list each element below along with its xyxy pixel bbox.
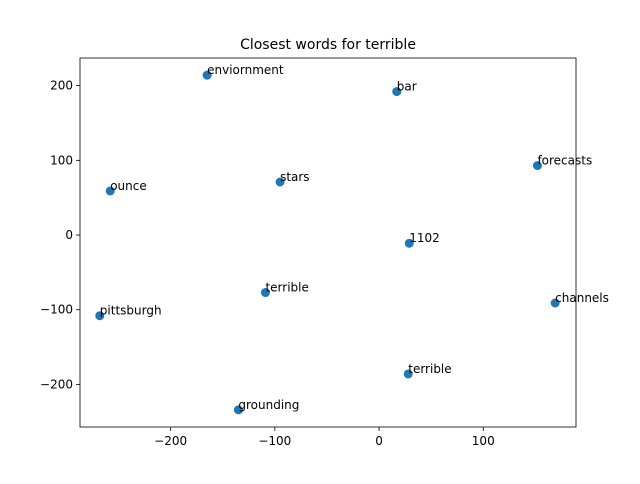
data-point-label: forecasts: [537, 154, 592, 168]
y-tick-label: −200: [40, 377, 73, 391]
x-tick-label: 100: [472, 434, 495, 448]
data-point-label: pittsburgh: [100, 304, 162, 318]
data-point-label: bar: [397, 80, 417, 94]
data-point-label: 1102: [409, 231, 440, 245]
y-tick-label: 100: [50, 153, 73, 167]
data-point: [403, 369, 413, 379]
axis-ticks: −200 −100 0 100 −200 −100 0 100 200: [40, 79, 495, 448]
point-labels: enviornment bar forecasts ounce stars 1102 ter…: [100, 63, 609, 412]
data-points: [95, 70, 560, 415]
data-point-label: channels: [555, 291, 609, 305]
data-point-label: grounding: [238, 398, 299, 412]
data-point-label: terrible: [408, 362, 451, 376]
data-point: [392, 87, 402, 97]
data-point-label: terrible: [265, 281, 308, 295]
y-tick-label: −100: [40, 303, 73, 317]
data-point: [404, 238, 414, 248]
data-point-label: stars: [280, 170, 310, 184]
data-point: [532, 161, 542, 171]
data-point-label: enviornment: [207, 63, 284, 77]
x-tick-label: −100: [258, 434, 291, 448]
data-point-label: ounce: [110, 179, 147, 193]
data-point: [275, 177, 285, 187]
plot-area-frame: [79, 57, 577, 428]
data-point: [233, 405, 243, 415]
data-point: [105, 186, 115, 196]
data-point: [550, 298, 560, 308]
y-tick-label: 200: [50, 79, 73, 93]
x-tick-label: −200: [154, 434, 187, 448]
y-tick-label: 0: [65, 228, 73, 242]
x-tick-label: 0: [375, 434, 383, 448]
data-point: [260, 288, 270, 298]
chart-title: Closest words for terrible: [240, 37, 416, 53]
data-point: [202, 70, 212, 80]
data-point: [95, 311, 105, 321]
